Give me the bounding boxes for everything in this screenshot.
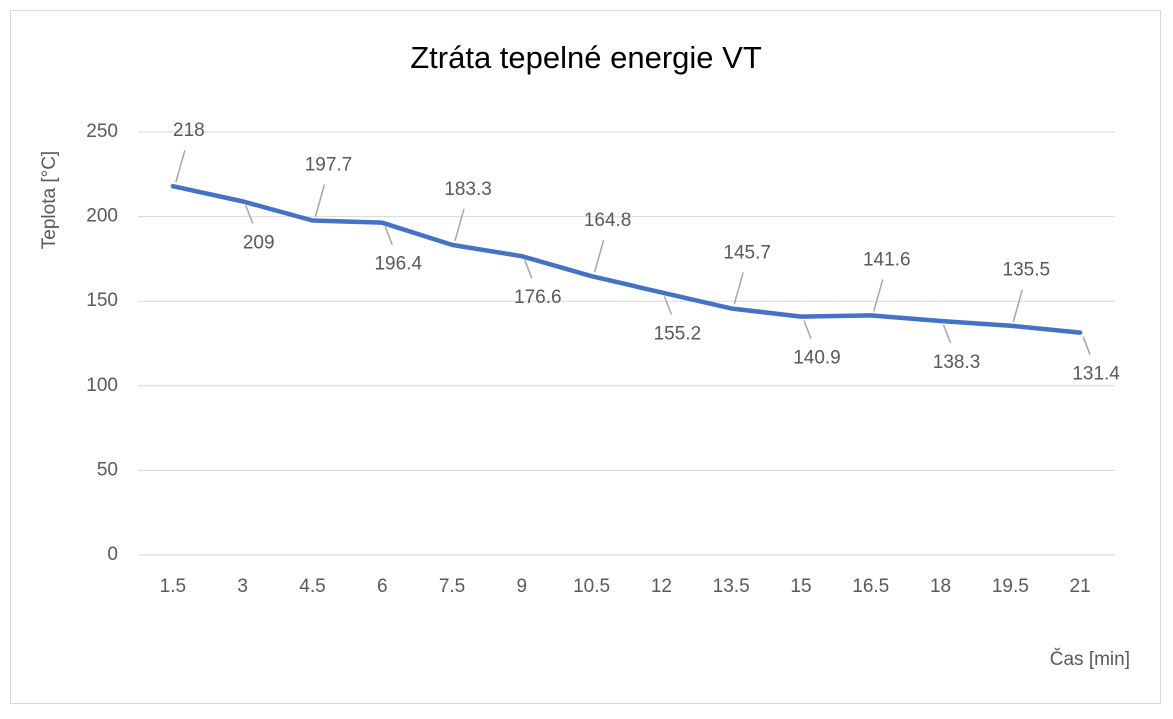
y-tick-label: 150	[86, 290, 118, 311]
data-label: 135.5	[1003, 260, 1051, 281]
chart-title: Ztráta tepelné energie VT	[410, 40, 762, 75]
x-tick-label: 18	[930, 576, 951, 597]
data-label: 183.3	[444, 179, 492, 200]
leader-line	[454, 208, 465, 242]
y-tick-label: 200	[86, 206, 118, 227]
x-axis-label: Čas [min]	[1050, 648, 1130, 670]
x-tick-label: 3	[237, 576, 248, 597]
leader-line	[175, 149, 186, 183]
leader-line	[593, 239, 605, 273]
data-label: 176.6	[514, 287, 562, 308]
leader-line	[663, 296, 673, 315]
leader-line	[524, 259, 533, 279]
leader-line	[1012, 289, 1024, 322]
y-tick-label: 50	[97, 459, 118, 480]
y-tick-label: 250	[86, 121, 118, 142]
data-label: 138.3	[933, 352, 981, 373]
leader-line	[244, 205, 254, 224]
data-label: 197.7	[305, 155, 353, 176]
leader-line	[803, 320, 812, 339]
leader-line	[384, 226, 393, 245]
x-tick-label: 13.5	[713, 576, 750, 597]
x-tick-label: 21	[1070, 576, 1091, 597]
leader-line	[873, 279, 884, 312]
x-tick-label: 16.5	[852, 576, 889, 597]
leader-line	[1082, 336, 1091, 355]
data-label: 131.4	[1072, 364, 1120, 385]
x-tick-label: 9	[517, 576, 528, 597]
data-label: 145.7	[723, 242, 771, 263]
leader-line	[314, 184, 326, 217]
data-label: 196.4	[374, 254, 422, 275]
x-tick-label: 7.5	[439, 576, 465, 597]
x-tick-label: 15	[790, 576, 811, 597]
data-label: 155.2	[654, 323, 702, 344]
x-tick-label: 10.5	[573, 576, 610, 597]
x-tick-label: 4.5	[299, 576, 325, 597]
y-tick-label: 100	[86, 375, 118, 396]
x-tick-label: 12	[651, 576, 672, 597]
y-axis-label: Teplota [°C]	[39, 151, 60, 249]
data-label: 209	[243, 232, 275, 253]
data-label: 218	[173, 120, 205, 141]
data-label: 140.9	[793, 348, 841, 369]
data-label: 164.8	[584, 210, 632, 231]
data-label: 141.6	[863, 249, 911, 270]
leader-line	[942, 324, 952, 344]
y-tick-label: 0	[107, 544, 118, 565]
x-tick-label: 19.5	[992, 576, 1029, 597]
chart-border	[10, 10, 1161, 704]
x-tick-label: 1.5	[160, 576, 186, 597]
leader-line	[733, 272, 744, 305]
x-tick-label: 6	[377, 576, 388, 597]
series-line	[170, 183, 1083, 335]
